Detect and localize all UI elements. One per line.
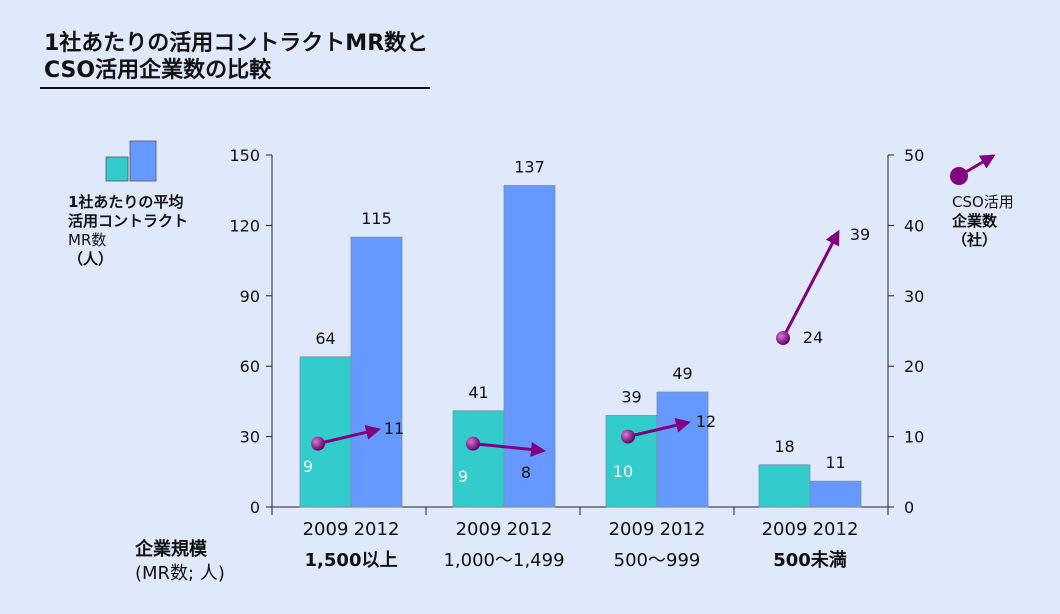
left-legend-line-3: MR数 bbox=[68, 231, 107, 249]
cso-2009-value-label: 10 bbox=[613, 462, 633, 481]
legend-swatch-2012 bbox=[129, 140, 157, 182]
left-tick-label: 0 bbox=[250, 498, 260, 517]
company-size-group-label: 500～999 bbox=[614, 550, 701, 571]
year-label-2012: 2012 bbox=[660, 519, 706, 540]
year-label-2009: 2009 bbox=[762, 519, 808, 540]
bar-2012 bbox=[656, 391, 709, 508]
x-axis-title-line-2: (MR数; 人) bbox=[135, 563, 225, 584]
left-legend-line-1: 1社あたりの平均 bbox=[68, 193, 184, 211]
left-tick-label: 30 bbox=[240, 428, 260, 447]
left-tick-label: 90 bbox=[240, 287, 260, 306]
cso-2012-value-label: 39 bbox=[850, 225, 870, 244]
bar-2012-value-label: 115 bbox=[361, 209, 392, 228]
cso-2009-value-label: 9 bbox=[458, 467, 468, 486]
x-axis-title-line-1: 企業規模 bbox=[135, 539, 207, 560]
company-size-group-label: 1,000～1,499 bbox=[443, 550, 564, 571]
left-legend-line-2: 活用コントラクト bbox=[68, 212, 189, 230]
cso-2012-value-label: 12 bbox=[696, 412, 716, 431]
chart-title: 1社あたりの活用コントラクトMR数と CSO活用企業数の比較 bbox=[44, 30, 428, 84]
bar-2009 bbox=[758, 464, 811, 508]
right-legend-line-3: （社） bbox=[952, 231, 998, 249]
cso-2009-point bbox=[311, 436, 325, 451]
bar-2009-value-label: 41 bbox=[468, 383, 488, 402]
left-axis-legend: 1社あたりの平均 活用コントラクト MR数 （人） bbox=[68, 193, 188, 269]
bar-2012-value-label: 137 bbox=[514, 158, 545, 177]
bar-2012 bbox=[809, 480, 862, 508]
company-size-group-label: 1,500以上 bbox=[305, 550, 398, 571]
year-label-2012: 2012 bbox=[507, 519, 553, 540]
bar-2009 bbox=[452, 410, 505, 508]
right-tick-label: 20 bbox=[904, 357, 924, 376]
year-label-2012: 2012 bbox=[813, 519, 859, 540]
left-tick-label: 150 bbox=[229, 146, 260, 165]
right-tick-label: 50 bbox=[904, 146, 924, 165]
bar-2012-value-label: 49 bbox=[672, 364, 692, 383]
cso-2009-point bbox=[621, 429, 635, 444]
cso-arrow bbox=[627, 417, 691, 439]
year-label-2012: 2012 bbox=[354, 519, 400, 540]
cso-2009-point bbox=[776, 331, 790, 346]
title-underline bbox=[40, 87, 430, 89]
cso-arrow bbox=[472, 442, 546, 457]
cso-2012-value-label: 8 bbox=[521, 463, 531, 482]
right-tick-label: 0 bbox=[904, 498, 914, 517]
cso-2009-value-label: 24 bbox=[803, 328, 823, 347]
year-label-2009: 2009 bbox=[303, 519, 349, 540]
bar-2009 bbox=[299, 356, 352, 508]
cso-arrow bbox=[317, 424, 381, 446]
right-legend-line-2: 企業数 bbox=[952, 212, 998, 230]
title-line-1: 1社あたりの活用コントラクトMR数と bbox=[44, 31, 429, 56]
bar-2012 bbox=[503, 185, 556, 508]
left-tick-label: 120 bbox=[229, 216, 260, 235]
cso-arrow bbox=[781, 229, 840, 339]
bar-2012-value-label: 11 bbox=[825, 453, 845, 472]
bar-2009-value-label: 64 bbox=[315, 329, 335, 348]
year-label-2009: 2009 bbox=[456, 519, 502, 540]
bar-2009-value-label: 39 bbox=[621, 387, 641, 406]
legend-swatch-2009 bbox=[105, 156, 129, 182]
right-legend-line-1: CSO活用 bbox=[952, 193, 1014, 211]
bar-2012 bbox=[350, 236, 403, 508]
legend-cso-point bbox=[950, 167, 968, 185]
title-line-2: CSO活用企業数の比較 bbox=[44, 58, 272, 83]
left-tick-label: 60 bbox=[240, 357, 260, 376]
right-axis-legend: CSO活用 企業数 （社） bbox=[952, 193, 1014, 250]
cso-2012-value-label: 11 bbox=[384, 419, 404, 438]
right-tick-label: 30 bbox=[904, 287, 924, 306]
left-legend-line-4: （人） bbox=[68, 250, 114, 268]
year-label-2009: 2009 bbox=[609, 519, 655, 540]
bar-2009-value-label: 18 bbox=[774, 437, 794, 456]
x-axis-title: 企業規模 (MR数; 人) bbox=[135, 538, 225, 586]
cso-2009-value-label: 9 bbox=[303, 457, 313, 476]
company-size-group-label: 500未満 bbox=[773, 549, 847, 571]
right-tick-label: 10 bbox=[904, 428, 924, 447]
cso-2009-point bbox=[466, 436, 480, 451]
right-tick-label: 40 bbox=[904, 216, 924, 235]
